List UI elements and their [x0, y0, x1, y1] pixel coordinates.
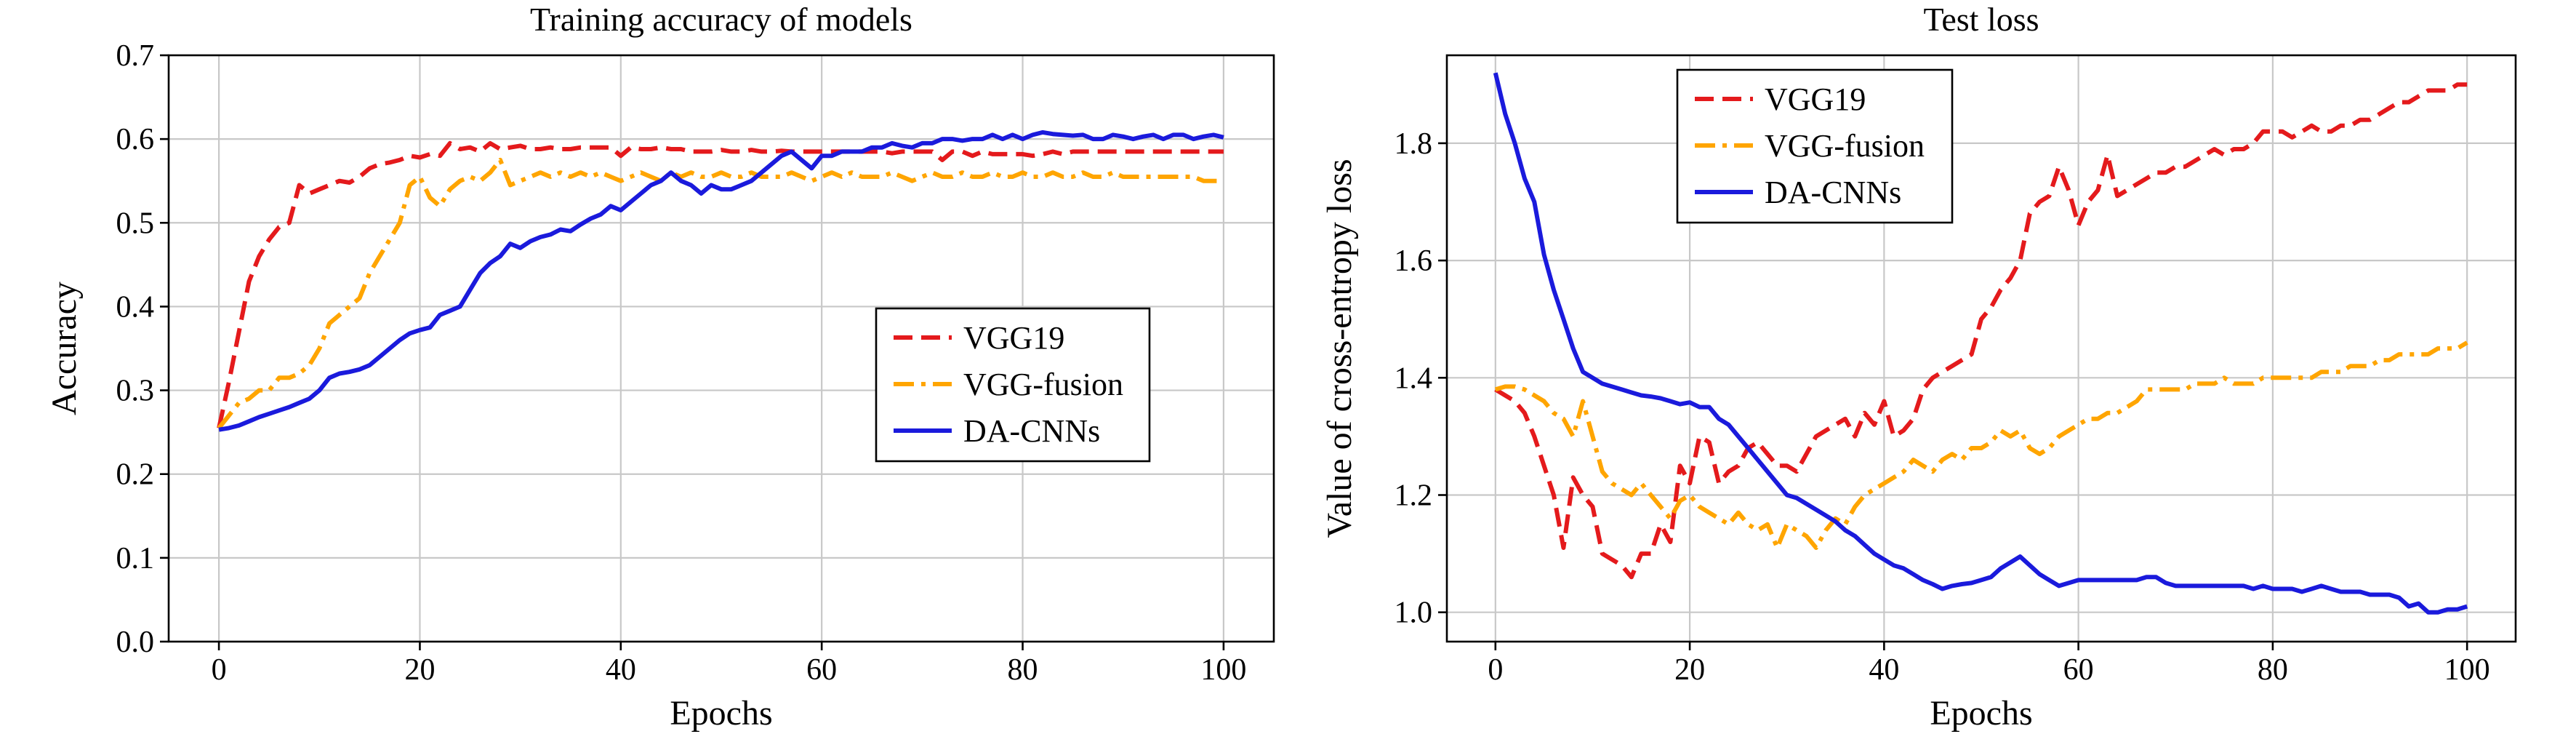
y-axis-label: Value of cross-entropy loss [1320, 159, 1359, 538]
y-tick-label: 1.6 [1395, 244, 1433, 278]
legend: VGG19 VGG-fusion DA-CNNs [1676, 68, 1954, 224]
series-line-da-cnns [1493, 72, 2468, 615]
series-line-vgg19 [1494, 82, 2468, 580]
x-axis-label: Epochs [670, 694, 772, 733]
x-tick-label: 40 [1869, 653, 1899, 687]
chart-test-loss: 0 20 40 60 80 100 1.0 1.2 1.4 1.6 1.8 Test loss Epoc… [1320, 1, 2517, 733]
y-tick-label: 1.8 [1395, 127, 1433, 161]
plot-frame [167, 54, 1275, 643]
x-tick-label: 80 [2258, 653, 2288, 687]
series-line-da-cnns [218, 129, 1224, 432]
legend-label: VGG19 [963, 320, 1064, 356]
y-tick-label: 0.1 [116, 542, 155, 575]
x-tick-label: 0 [1488, 653, 1503, 687]
x-tick-label: 100 [2444, 653, 2490, 687]
series-line-vgg-fusion [217, 157, 1224, 430]
legend-label: VGG-fusion [963, 367, 1123, 402]
x-tick-label: 80 [1008, 653, 1038, 687]
x-tick-label: 60 [2063, 653, 2094, 687]
y-tick-label: 0.0 [116, 626, 155, 659]
y-tick-label: 1.4 [1395, 362, 1433, 395]
y-tick-label: 1.2 [1395, 479, 1433, 513]
plot-frame [1445, 54, 2517, 643]
legend: VGG19 VGG-fusion DA-CNNs [875, 307, 1151, 463]
y-tick-label: 0.4 [116, 290, 155, 324]
y-tick-label: 0.6 [116, 123, 155, 156]
x-axis-label: Epochs [1930, 694, 2032, 733]
legend-label: DA-CNNs [963, 413, 1100, 449]
x-tick-label: 40 [606, 653, 636, 687]
x-tick-label: 100 [1200, 653, 1246, 687]
x-tick-label: 60 [806, 653, 837, 687]
series-line-vgg-fusion [1494, 340, 2468, 550]
y-axis-label: Accuracy [45, 282, 84, 415]
chart-training-accuracy: 0 20 40 60 80 100 0.0 0.1 0.2 0.3 0.4 0.5 0.6 0.7 Trai… [45, 1, 1275, 733]
legend-label: DA-CNNs [1765, 175, 1901, 210]
legend-label: VGG-fusion [1765, 128, 1925, 164]
y-tick-label: 0.2 [116, 458, 155, 492]
y-tick-label: 0.3 [116, 375, 155, 408]
y-tick-label: 0.5 [116, 207, 155, 240]
y-tick-label: 1.0 [1395, 597, 1433, 630]
legend-label: VGG19 [1765, 81, 1866, 117]
x-tick-label: 20 [404, 653, 435, 687]
y-tick-label: 0.7 [116, 39, 155, 73]
x-tick-label: 20 [1674, 653, 1705, 687]
chart-title: Test loss [1923, 1, 2039, 38]
x-tick-label: 0 [212, 653, 227, 687]
chart-title: Training accuracy of models [530, 1, 912, 38]
series-line-vgg19 [217, 140, 1224, 429]
